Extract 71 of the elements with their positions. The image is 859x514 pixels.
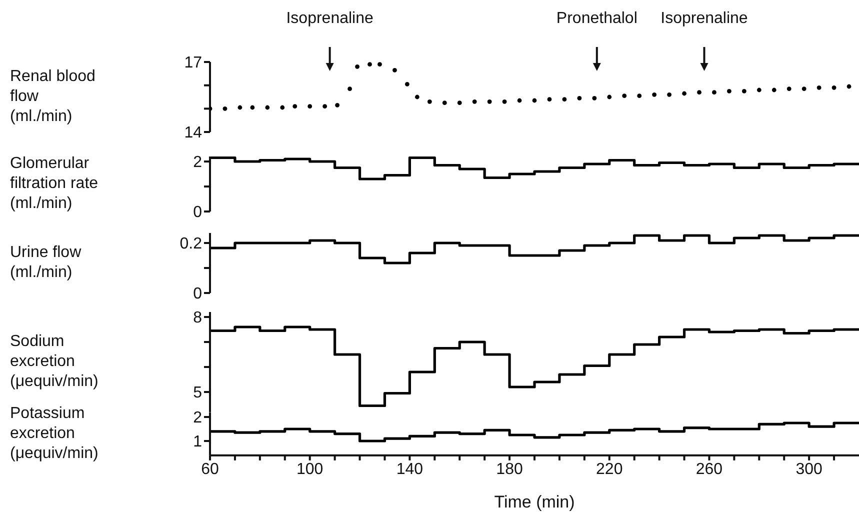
point <box>667 92 672 97</box>
point <box>308 104 312 109</box>
point <box>846 84 852 89</box>
y-axis-title: Renal blood flow (ml./min) <box>10 67 96 127</box>
point <box>292 104 298 109</box>
point <box>727 88 732 94</box>
x-tick-label: 140 <box>396 460 424 478</box>
point <box>577 96 582 100</box>
point <box>652 92 657 97</box>
point <box>238 105 242 110</box>
x-tick-label: 220 <box>596 460 623 478</box>
point <box>832 85 836 90</box>
point <box>250 105 255 110</box>
point <box>378 62 382 67</box>
point <box>280 105 285 110</box>
point <box>487 99 492 104</box>
x-tick-label: 260 <box>696 460 723 478</box>
point <box>637 94 642 98</box>
y-tick-label: 0 <box>193 204 202 222</box>
point <box>816 85 822 90</box>
point <box>502 99 507 104</box>
y-tick-label: 5 <box>193 384 202 402</box>
point <box>335 102 340 108</box>
ref-line-label: Pronethalol <box>556 10 638 27</box>
point <box>607 94 612 100</box>
y-axis-title: Sodium excretion (μequiv/min) <box>10 332 100 392</box>
y-tick-label: 0.2 <box>180 236 202 253</box>
point <box>742 88 746 94</box>
point <box>457 100 462 106</box>
y-tick-label: 0 <box>193 286 202 303</box>
point <box>427 99 432 104</box>
point <box>414 94 420 100</box>
y-axis-title: Urine flow (ml./min) <box>10 243 82 283</box>
point <box>697 90 702 95</box>
x-tick-label: 100 <box>296 460 324 478</box>
y-tick-label: 17 <box>184 54 202 72</box>
y-tick-label: 1 <box>193 434 202 451</box>
point <box>265 105 270 110</box>
y-axis-title: Glomerular filtration rate (ml./min) <box>10 154 100 214</box>
point <box>682 91 686 96</box>
point <box>622 94 627 98</box>
x-tick-label: 180 <box>496 460 523 478</box>
x-tick-label: 60 <box>201 460 219 478</box>
point <box>772 88 776 92</box>
y-axis-title: Potassium excretion (μequiv/min) <box>10 404 100 464</box>
point <box>562 97 567 102</box>
point <box>442 100 447 106</box>
point <box>802 86 806 92</box>
y-tick-label: 2 <box>193 410 202 427</box>
point <box>472 99 477 104</box>
x-axis-title: Time (min) <box>494 492 575 512</box>
point <box>547 97 552 102</box>
point <box>222 106 228 111</box>
point <box>368 62 372 67</box>
point <box>404 82 410 86</box>
y-tick-label: 2 <box>193 154 202 172</box>
point <box>592 96 597 100</box>
x-tick-label: 300 <box>796 460 823 478</box>
point <box>355 64 360 69</box>
point <box>348 86 352 92</box>
point <box>712 90 716 95</box>
y-tick-label: 8 <box>193 310 202 327</box>
point <box>392 68 397 72</box>
ref-line-label: Isoprenaline <box>660 10 748 27</box>
point <box>322 104 328 109</box>
point <box>786 86 792 92</box>
point <box>756 88 762 92</box>
ref-line-label: Isoprenaline <box>286 10 374 27</box>
y-tick-label: 14 <box>184 124 202 142</box>
point <box>517 98 522 103</box>
point <box>532 98 537 103</box>
